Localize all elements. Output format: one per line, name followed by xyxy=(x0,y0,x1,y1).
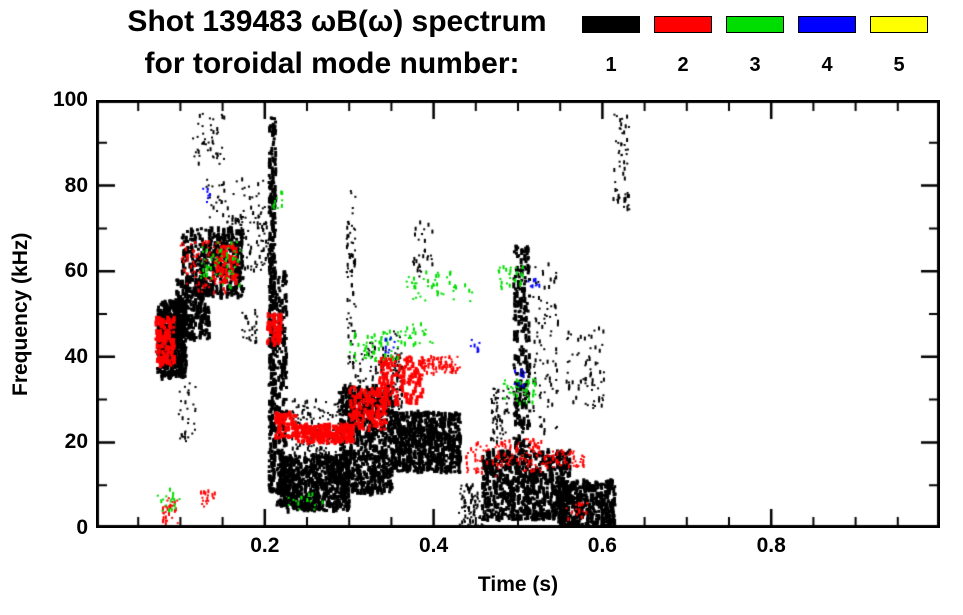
y-tick-label: 80 xyxy=(64,173,88,197)
y-tick-label: 40 xyxy=(64,344,88,368)
legend xyxy=(582,16,928,33)
legend-mode-label: 2 xyxy=(677,54,689,76)
x-tick-label: 0.6 xyxy=(587,534,617,557)
legend-mode-label: 1 xyxy=(605,54,617,76)
legend-mode-numbers: 1 2 3 4 5 xyxy=(582,54,928,77)
x-tick-label: 0.4 xyxy=(418,534,449,557)
x-tick-label: 0.2 xyxy=(250,534,280,557)
y-axis-title: Frequency (kHz) xyxy=(9,232,32,396)
legend-swatch-mode-1 xyxy=(582,16,640,33)
legend-swatch-mode-5 xyxy=(870,16,928,33)
x-tick-label: 0.8 xyxy=(756,534,786,557)
legend-mode-label: 4 xyxy=(821,54,833,76)
legend-mode-label: 5 xyxy=(893,54,905,76)
x-axis-title: Time (s) xyxy=(477,573,559,596)
legend-swatch-mode-3 xyxy=(726,16,784,33)
chart-title-line2: for toroidal mode number: xyxy=(144,47,520,80)
y-tick-label: 100 xyxy=(52,88,88,111)
y-tick-label: 60 xyxy=(64,259,88,283)
legend-swatch-mode-4 xyxy=(798,16,856,33)
y-tick-label: 20 xyxy=(64,430,88,454)
legend-mode-label: 3 xyxy=(749,54,761,76)
legend-swatch-mode-2 xyxy=(654,16,712,33)
spectrogram-canvas xyxy=(96,100,940,528)
y-tick-label: 0 xyxy=(76,516,88,539)
chart-title-line1: Shot 139483 ωB(ω) spectrum xyxy=(127,5,547,38)
